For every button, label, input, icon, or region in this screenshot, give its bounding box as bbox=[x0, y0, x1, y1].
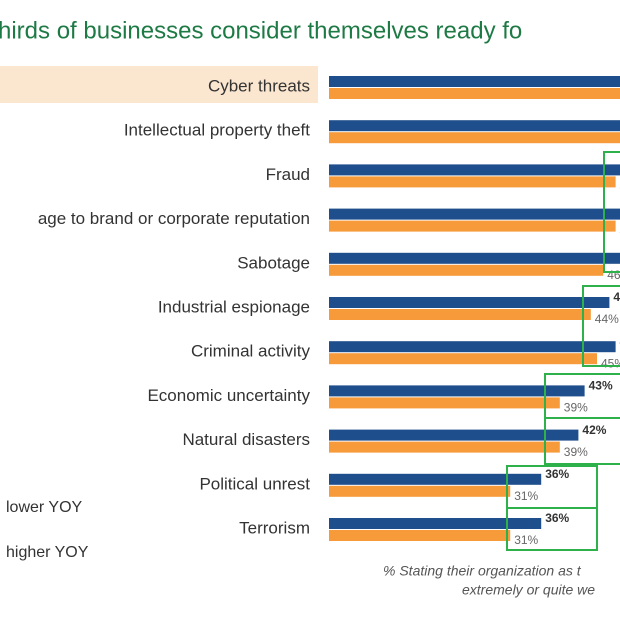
bar bbox=[318, 473, 542, 485]
bar bbox=[318, 397, 560, 409]
value-label: 47% bbox=[613, 290, 620, 304]
bar bbox=[318, 76, 620, 87]
category-label: Natural disasters bbox=[182, 430, 310, 449]
value-label: 46% bbox=[607, 268, 620, 282]
category-label: Economic uncertainty bbox=[147, 386, 310, 405]
category-label: Fraud bbox=[266, 165, 310, 184]
category-label: Criminal activity bbox=[191, 342, 311, 361]
bar bbox=[318, 220, 616, 232]
bar bbox=[318, 441, 560, 453]
bar bbox=[318, 88, 620, 99]
category-label: age to brand or corporate reputation bbox=[38, 209, 310, 228]
bar bbox=[318, 385, 585, 397]
caption: extremely or quite we bbox=[462, 582, 595, 598]
bar bbox=[318, 530, 511, 541]
bar bbox=[318, 518, 542, 529]
bar bbox=[318, 341, 616, 353]
category-label: Terrorism bbox=[239, 518, 310, 537]
value-label: 36% bbox=[545, 467, 569, 481]
category-label: Cyber threats bbox=[208, 76, 310, 95]
bar bbox=[318, 208, 620, 220]
highlight-row bbox=[0, 66, 326, 103]
value-label: 39% bbox=[564, 401, 588, 415]
bar bbox=[318, 485, 511, 497]
bar bbox=[318, 353, 597, 365]
value-label: 42% bbox=[582, 423, 606, 437]
highlight-boxes bbox=[506, 151, 620, 551]
caption: % Stating their organization as t bbox=[383, 563, 582, 579]
chart-title: hirds of businesses consider themselves … bbox=[0, 17, 522, 44]
bar bbox=[318, 132, 620, 144]
bar bbox=[318, 164, 620, 176]
bar bbox=[318, 252, 620, 264]
legend-label: lower YOY bbox=[6, 499, 83, 516]
bar bbox=[318, 309, 591, 320]
value-label: 36% bbox=[545, 511, 569, 525]
bar bbox=[318, 120, 620, 132]
category-label: Political unrest bbox=[199, 474, 310, 493]
value-label: 43% bbox=[589, 379, 613, 393]
bar bbox=[318, 264, 604, 276]
value-label: 39% bbox=[564, 445, 588, 459]
bar bbox=[318, 297, 610, 308]
value-label: 44% bbox=[595, 312, 619, 326]
label-panel-edge bbox=[318, 60, 329, 560]
legend-label: higher YOY bbox=[6, 544, 89, 561]
category-label: Intellectual property theft bbox=[124, 121, 310, 140]
value-label: 31% bbox=[514, 533, 538, 547]
value-label: 31% bbox=[514, 489, 538, 503]
bar bbox=[318, 176, 616, 188]
bar bbox=[318, 429, 579, 441]
value-label: 45% bbox=[601, 356, 620, 370]
category-label: Industrial espionage bbox=[158, 297, 310, 316]
category-label: Sabotage bbox=[237, 253, 310, 272]
